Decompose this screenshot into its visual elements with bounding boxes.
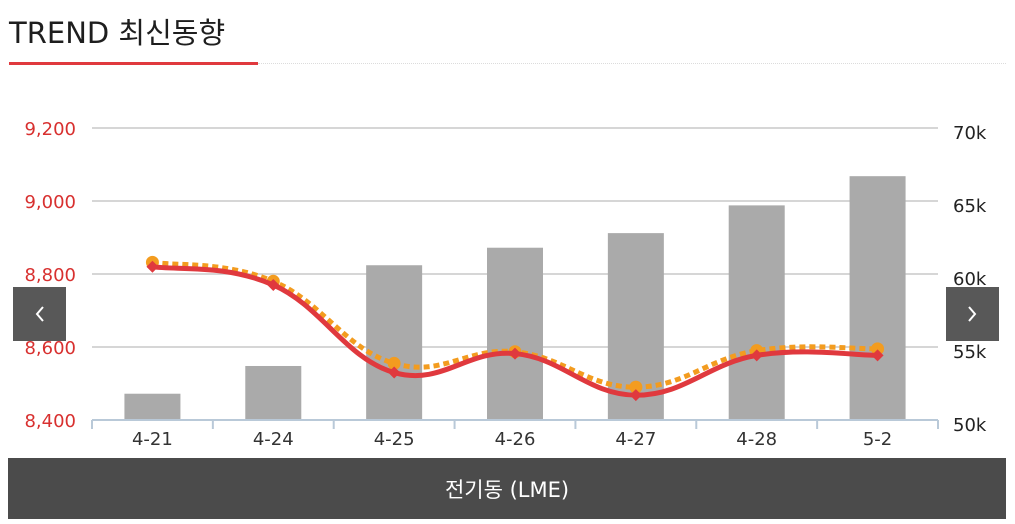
right-axis-tick-label: 70k bbox=[953, 123, 987, 144]
next-button[interactable] bbox=[946, 287, 999, 341]
bar bbox=[728, 205, 785, 420]
line-point-diamond bbox=[388, 366, 401, 379]
title-underline bbox=[9, 62, 258, 65]
left-axis-tick-label: 9,200 bbox=[24, 119, 76, 140]
x-axis bbox=[91, 419, 939, 429]
line-series bbox=[145, 255, 885, 402]
bar bbox=[487, 247, 543, 420]
left-axis-tick-label: 8,600 bbox=[24, 338, 76, 359]
x-axis-tick-label: 4-25 bbox=[374, 429, 415, 450]
line-point-circle bbox=[629, 380, 643, 394]
bar bbox=[849, 176, 906, 420]
left-axis-tick-label: 9,000 bbox=[24, 192, 76, 213]
right-axis-tick-label: 65k bbox=[953, 196, 987, 217]
footer-bar: 전기동 (LME) bbox=[8, 458, 1006, 519]
line-point-diamond bbox=[267, 278, 280, 291]
line-point-diamond bbox=[146, 260, 159, 273]
x-axis-tick-label: 4-21 bbox=[132, 429, 173, 450]
bar bbox=[124, 393, 181, 420]
line-point-diamond bbox=[509, 347, 521, 360]
left-axis-tick-label: 8,400 bbox=[24, 411, 76, 432]
trend-chart: 8,400 8,600 8,800 9,000 9,200 50k 55k 60k 65k 70k… bbox=[24, 119, 986, 450]
right-axis-tick-label: 60k bbox=[953, 269, 987, 290]
x-axis-tick-label: 4-27 bbox=[615, 429, 656, 450]
x-axis-tick-label: 4-28 bbox=[736, 429, 777, 450]
x-axis-tick-label: 4-24 bbox=[253, 429, 294, 450]
axis-labels: 8,400 8,600 8,800 9,000 9,200 50k 55k 60k 65k 70k… bbox=[24, 119, 986, 450]
page-title: TREND 최신동향 bbox=[9, 16, 226, 50]
chevron-right-icon bbox=[968, 306, 977, 322]
bar-series bbox=[124, 176, 906, 420]
bar bbox=[366, 265, 423, 420]
line-point-diamond bbox=[629, 389, 642, 402]
line-point-circle bbox=[387, 356, 401, 370]
x-axis-tick-label: 5-2 bbox=[863, 429, 892, 450]
left-axis-tick-label: 8,800 bbox=[24, 265, 76, 286]
bar bbox=[245, 365, 302, 420]
prev-button[interactable] bbox=[13, 287, 66, 341]
footer-label: 전기동 (LME) bbox=[444, 477, 570, 502]
x-axis-tick-label: 4-26 bbox=[495, 429, 536, 450]
line-point-diamond bbox=[750, 349, 763, 362]
line-point-diamond bbox=[871, 349, 884, 362]
chevron-left-icon bbox=[35, 306, 44, 322]
right-axis-tick-label: 55k bbox=[953, 342, 987, 363]
title-divider bbox=[258, 63, 1006, 64]
right-axis-tick-label: 50k bbox=[953, 415, 987, 436]
line-point-circle bbox=[871, 342, 885, 356]
